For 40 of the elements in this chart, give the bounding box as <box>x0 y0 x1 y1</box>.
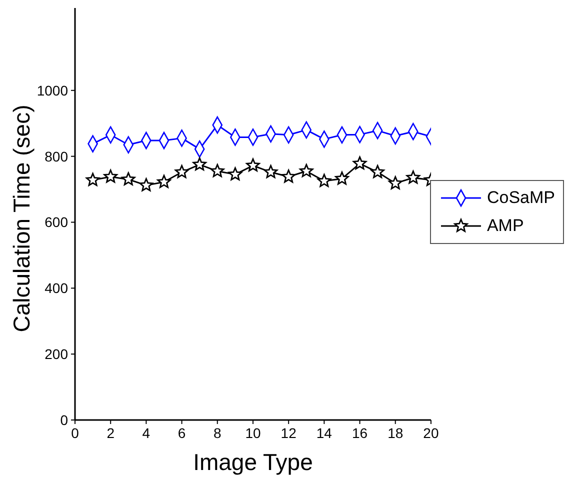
point <box>157 174 171 188</box>
point <box>246 158 260 172</box>
y-tick-label: 400 <box>44 280 68 296</box>
x-tick-label: 14 <box>316 424 332 441</box>
x-axis-title: Image Type <box>193 449 313 475</box>
y-tick-label: 200 <box>44 346 68 362</box>
x-tick-label: 6 <box>178 424 186 441</box>
point <box>228 167 242 180</box>
point <box>335 172 349 185</box>
x-tick-label: 10 <box>245 424 261 441</box>
x-tick-label: 4 <box>142 424 150 441</box>
point <box>370 164 384 178</box>
point <box>406 170 420 184</box>
y-tick-label: 600 <box>44 214 68 230</box>
y-tick-label: 0 <box>60 412 68 428</box>
x-tick-label: 18 <box>388 424 404 441</box>
y-tick-label: 1000 <box>36 82 68 98</box>
point <box>139 178 154 192</box>
point <box>300 164 314 178</box>
point <box>282 170 296 183</box>
point <box>86 172 100 186</box>
x-tick-label: 2 <box>106 424 115 441</box>
x-tick-label: 0 <box>71 424 80 441</box>
legend-label: AMP <box>486 216 524 236</box>
legend-label: CoSaMP <box>486 188 555 208</box>
point <box>104 170 118 183</box>
point <box>388 176 402 190</box>
x-tick-label: 16 <box>352 424 368 441</box>
point <box>264 164 278 178</box>
point <box>192 157 206 171</box>
point <box>352 156 367 170</box>
point <box>210 164 224 178</box>
y-tick-label: 800 <box>44 148 68 164</box>
x-tick-label: 12 <box>280 424 297 441</box>
x-tick-label: 8 <box>213 424 222 441</box>
x-tick-label: 20 <box>423 424 439 441</box>
point <box>317 174 332 187</box>
point <box>122 172 136 186</box>
point <box>174 164 189 178</box>
y-axis-title: Calculation Time (sec) <box>8 104 36 332</box>
